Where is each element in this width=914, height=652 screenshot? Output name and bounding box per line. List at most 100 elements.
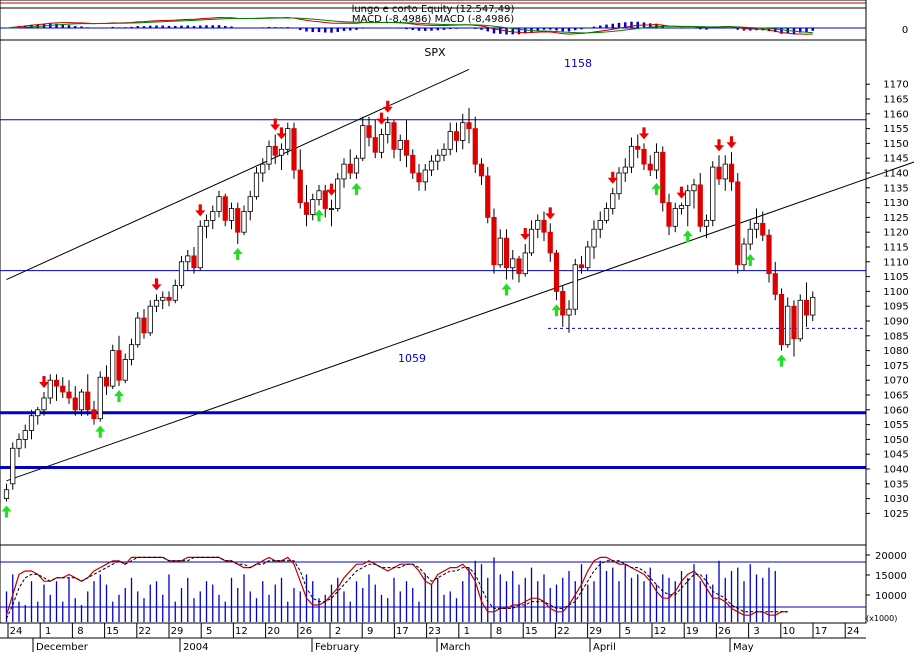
buy-arrow-icon xyxy=(501,283,512,296)
candle-up xyxy=(610,193,616,209)
day-label: 15 xyxy=(106,626,119,637)
price-tick-label: 1070 xyxy=(883,376,908,387)
candle-down xyxy=(297,169,303,203)
candle-down xyxy=(347,163,353,174)
month-label: March xyxy=(440,642,470,652)
buy-arrow-icon xyxy=(351,182,362,195)
buy-arrow-icon xyxy=(776,354,787,367)
candle-up xyxy=(135,317,141,346)
candle-up xyxy=(378,134,385,153)
candle-up xyxy=(572,264,578,310)
candle-down xyxy=(803,299,810,316)
signal-line xyxy=(6,17,813,34)
day-label: 15 xyxy=(525,626,538,637)
candle-up xyxy=(435,154,441,162)
candle-down xyxy=(366,125,372,138)
candle-up xyxy=(316,190,322,201)
day-label: 5 xyxy=(625,626,631,637)
candle-down xyxy=(235,208,241,233)
day-label: 22 xyxy=(138,626,151,637)
candle-up xyxy=(797,299,803,340)
price-tick-label: 1135 xyxy=(883,183,908,194)
candle-up xyxy=(266,145,272,165)
sell-arrow-icon xyxy=(607,171,618,184)
price-tick-label: 1090 xyxy=(883,317,908,328)
candle-down xyxy=(191,255,197,269)
candle-down xyxy=(578,264,585,269)
candle-down xyxy=(485,175,491,218)
candle-up xyxy=(260,163,266,174)
candle-down xyxy=(291,128,297,171)
price-panel: SPX 1158 1059 10251030103510401045105010… xyxy=(0,39,914,546)
sell-arrow-icon xyxy=(195,204,206,217)
price-tick-label: 1160 xyxy=(883,109,908,120)
candle-down xyxy=(472,128,478,165)
candle-up xyxy=(97,376,103,420)
candle-down xyxy=(641,148,647,165)
sell-arrow-icon xyxy=(639,127,649,140)
price-axis: 1025 1030 1035 1040 1045 1050 1055 1060 1065 1070… xyxy=(865,40,909,545)
candle-up xyxy=(203,219,210,227)
price-tick-label: 1055 xyxy=(883,420,908,431)
candle-down xyxy=(391,122,397,150)
candle-down xyxy=(466,122,472,130)
candle-up xyxy=(597,219,603,230)
candle-up xyxy=(691,184,697,192)
day-label: 17 xyxy=(815,626,828,637)
candle-up xyxy=(510,258,516,269)
price-tick-label: 1110 xyxy=(883,257,908,268)
month-label: February xyxy=(315,642,359,652)
candle-down xyxy=(141,317,147,334)
day-label: 3 xyxy=(753,626,759,637)
candle-up xyxy=(253,172,260,198)
month-label: December xyxy=(36,642,89,652)
price-tick-label: 1100 xyxy=(883,287,908,298)
candle-up xyxy=(385,122,391,135)
mid-level-annotation: 1059 xyxy=(398,352,426,365)
candle-down xyxy=(772,273,778,295)
oscillator-panel: 20000 15000 10000 (x1000) xyxy=(0,544,907,624)
candle-up xyxy=(228,208,235,221)
candle-up xyxy=(585,246,591,269)
candle-down xyxy=(541,219,547,233)
price-tick-label: 1040 xyxy=(883,465,908,476)
candle-up xyxy=(35,409,41,417)
buy-arrow-icon xyxy=(651,182,662,195)
candle-up xyxy=(535,219,541,230)
day-label: 22 xyxy=(557,626,570,637)
candle-up xyxy=(422,169,428,183)
day-label: 29 xyxy=(589,626,602,637)
candle-down xyxy=(478,163,485,177)
day-label: 12 xyxy=(654,626,667,637)
osc-corner-label: (x1000) xyxy=(866,614,897,623)
candle-up xyxy=(428,160,435,171)
candle-down xyxy=(503,237,510,269)
stochastic-k-line xyxy=(5,556,788,616)
candle-up xyxy=(341,163,347,180)
candle-up xyxy=(47,379,53,399)
candle-down xyxy=(272,145,278,156)
price-tick-label: 1095 xyxy=(883,302,908,313)
sell-arrow-icon xyxy=(39,376,49,389)
price-tick-label: 1030 xyxy=(883,494,908,505)
horizontal-levels xyxy=(0,119,866,470)
candle-up xyxy=(685,190,691,206)
price-tick-label: 1130 xyxy=(883,198,908,209)
candle-up xyxy=(160,296,166,301)
candle-up xyxy=(28,415,35,431)
candle-down xyxy=(60,385,66,393)
candle-up xyxy=(10,447,16,485)
indicator-panel-frame xyxy=(0,0,867,41)
candle-down xyxy=(372,137,378,153)
candle-down xyxy=(716,166,722,180)
day-label: 23 xyxy=(428,626,441,637)
candle-down xyxy=(91,409,97,420)
buy-arrow-icon xyxy=(95,425,106,438)
candle-up xyxy=(22,430,28,440)
sell-arrow-icon xyxy=(276,127,287,140)
month-label: 2004 xyxy=(183,642,208,652)
price-tick-label: 1155 xyxy=(883,124,908,135)
candle-up xyxy=(785,305,791,346)
price-tick-label: 1035 xyxy=(883,479,908,490)
